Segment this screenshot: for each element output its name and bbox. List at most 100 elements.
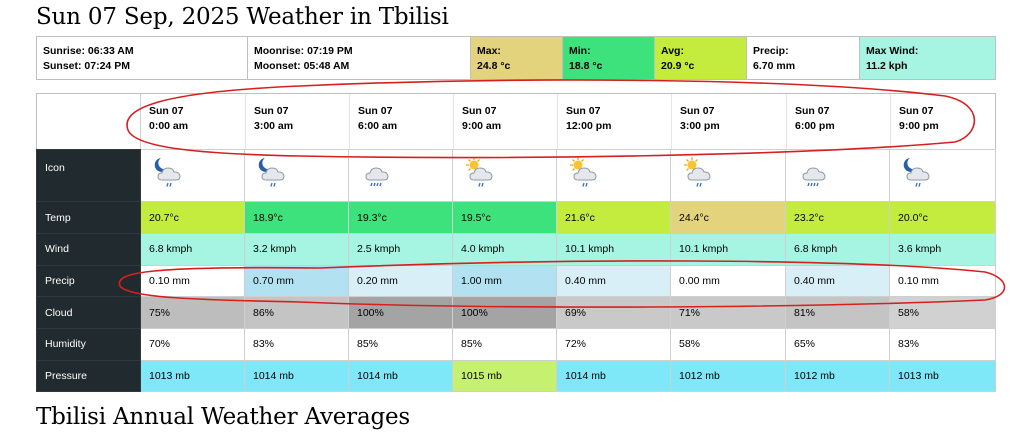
- max-label: Max:: [477, 45, 501, 57]
- humidity-value: 85%: [452, 328, 557, 361]
- wind-value: 4.0 kmph: [452, 233, 557, 266]
- precip-value: 0.40 mm: [785, 264, 890, 298]
- hourly-forecast-table: Icon Temp 20.7°c 18.9°c 19.3°c 19.5°c 21.6°c 24…: [36, 149, 996, 393]
- min-label: Min:: [569, 45, 591, 57]
- max-wind-box: Max Wind: 11.2 kph: [859, 37, 995, 79]
- sun-cloud-rain-icon: [684, 157, 711, 187]
- temp-value: 20.7°c: [140, 201, 245, 234]
- temp-value: 19.5°c: [452, 201, 557, 234]
- cloud-value: 75%: [140, 296, 245, 330]
- cloud-value: 81%: [785, 296, 890, 330]
- min-value: 18.8 °c: [569, 60, 603, 72]
- pressure-value: 1012 mb: [670, 359, 786, 393]
- humidity-value: 85%: [348, 328, 453, 361]
- precip-row: Precip 0.10 mm 0.70 mm 0.20 mm 1.00 mm 0.40 m…: [36, 264, 996, 298]
- humidity-value: 58%: [670, 328, 786, 361]
- temp-row: Temp 20.7°c 18.9°c 19.3°c 19.5°c 21.6°c 24.4°c…: [36, 201, 996, 234]
- annual-averages-heading: Tbilisi Annual Weather Averages: [36, 404, 411, 430]
- cloud-drizzle-icon: [365, 167, 389, 187]
- wind-value: 6.8 kmph: [785, 233, 890, 266]
- time-header-cell: Sun 07 3:00 pm: [671, 94, 786, 149]
- sun-cloud-rain-icon: [570, 157, 597, 187]
- wind-value: 10.1 kmph: [556, 233, 671, 266]
- avg-temp-box: Avg: 20.9 °c: [654, 37, 746, 79]
- cloud-row: Cloud 75% 86% 100% 100% 69% 71% 81% 58%: [36, 296, 996, 330]
- time-header-cell: Sun 07 12:00 pm: [557, 94, 671, 149]
- precip-label: Precip:: [753, 45, 789, 57]
- wind-row: Wind 6.8 kmph 3.2 kmph 2.5 kmph 4.0 kmph 10.1…: [36, 233, 996, 266]
- max-value: 24.8 °c: [477, 60, 511, 72]
- cloud-value: 58%: [889, 296, 996, 330]
- precip-value: 1.00 mm: [452, 264, 557, 298]
- sunrise-text: Sunrise: 06:33 AM: [43, 45, 134, 57]
- daily-summary: Sunrise: 06:33 AM Sunset: 07:24 PM Moonr…: [36, 36, 996, 80]
- wind-row-label: Wind: [36, 233, 141, 266]
- moon-cloud-rain-icon: [154, 158, 181, 187]
- humidity-value: 83%: [244, 328, 349, 361]
- temp-value: 21.6°c: [556, 201, 671, 234]
- wind-value: 6.8 kmph: [140, 233, 245, 266]
- precip-value: 0.10 mm: [140, 264, 245, 298]
- precip-value: 0.40 mm: [556, 264, 671, 298]
- moonrise-text: Moonrise: 07:19 PM: [254, 45, 353, 57]
- time-header-cell: Sun 07 9:00 pm: [890, 94, 995, 149]
- pressure-row: Pressure 1013 mb 1014 mb 1014 mb 1015 mb 1014…: [36, 359, 996, 393]
- moon-cloud-rain-icon: [903, 158, 930, 187]
- time-header-cell: Sun 07 6:00 pm: [786, 94, 890, 149]
- time-header-row: Sun 07 0:00 am Sun 07 3:00 am Sun 07 6:00 a…: [36, 93, 996, 149]
- humidity-row: Humidity 70% 83% 85% 85% 72% 58% 65% 83%: [36, 328, 996, 361]
- max-temp-box: Max: 24.8 °c: [470, 37, 562, 79]
- avg-label: Avg:: [661, 45, 684, 57]
- precip-total-box: Precip: 6.70 mm: [746, 37, 859, 79]
- wind-value: 2.5 kmph: [348, 233, 453, 266]
- weather-icon-cell: [452, 149, 557, 202]
- temp-value: 20.0°c: [889, 201, 996, 234]
- temp-value: 23.2°c: [785, 201, 890, 234]
- icon-row: Icon: [36, 149, 996, 202]
- sun-times: Sunrise: 06:33 AM Sunset: 07:24 PM: [37, 37, 247, 79]
- time-header-cell: Sun 07 9:00 am: [453, 94, 557, 149]
- moon-times: Moonrise: 07:19 PM Moonset: 05:48 AM: [247, 37, 470, 79]
- wind-value: 3.2 kmph: [244, 233, 349, 266]
- pressure-value: 1013 mb: [140, 359, 245, 393]
- weather-icon-cell: [244, 149, 349, 202]
- humidity-value: 65%: [785, 328, 890, 361]
- sunset-text: Sunset: 07:24 PM: [43, 60, 130, 72]
- page-title: Sun 07 Sep, 2025 Weather in Tbilisi: [36, 4, 449, 30]
- weather-icon-cell: [140, 149, 245, 202]
- cloud-value: 100%: [348, 296, 453, 330]
- precip-row-label: Precip: [36, 264, 141, 298]
- pressure-value: 1013 mb: [889, 359, 996, 393]
- cloud-value: 69%: [556, 296, 671, 330]
- precip-value: 0.70 mm: [244, 264, 349, 298]
- time-header-cell: Sun 07 6:00 am: [349, 94, 453, 149]
- max-wind-value: 11.2 kph: [866, 60, 908, 72]
- precip-value: 0.20 mm: [348, 264, 453, 298]
- humidity-value: 70%: [140, 328, 245, 361]
- avg-value: 20.9 °c: [661, 60, 695, 72]
- precip-value: 6.70 mm: [753, 60, 796, 72]
- pressure-value: 1014 mb: [244, 359, 349, 393]
- moonset-text: Moonset: 05:48 AM: [254, 60, 350, 72]
- cloud-value: 71%: [670, 296, 786, 330]
- temp-value: 19.3°c: [348, 201, 453, 234]
- pressure-value: 1015 mb: [452, 359, 557, 393]
- cloud-value: 86%: [244, 296, 349, 330]
- humidity-row-label: Humidity: [36, 328, 141, 361]
- precip-value: 0.10 mm: [889, 264, 996, 298]
- precip-value: 0.00 mm: [670, 264, 786, 298]
- weather-icon-cell: [348, 149, 453, 202]
- icon-row-label: Icon: [36, 149, 141, 202]
- pressure-row-label: Pressure: [36, 359, 141, 393]
- wind-value: 3.6 kmph: [889, 233, 996, 266]
- time-header-cell: Sun 07 0:00 am: [149, 105, 189, 132]
- time-header-cell: Sun 07 3:00 am: [245, 94, 349, 149]
- weather-icon-cell: [889, 149, 996, 202]
- weather-icon-cell: [670, 149, 786, 202]
- time-header-corner: [37, 94, 141, 149]
- temp-value: 24.4°c: [670, 201, 786, 234]
- max-wind-label: Max Wind:: [866, 45, 919, 57]
- humidity-value: 72%: [556, 328, 671, 361]
- weather-icon-cell: [556, 149, 671, 202]
- weather-icon-cell: [785, 149, 890, 202]
